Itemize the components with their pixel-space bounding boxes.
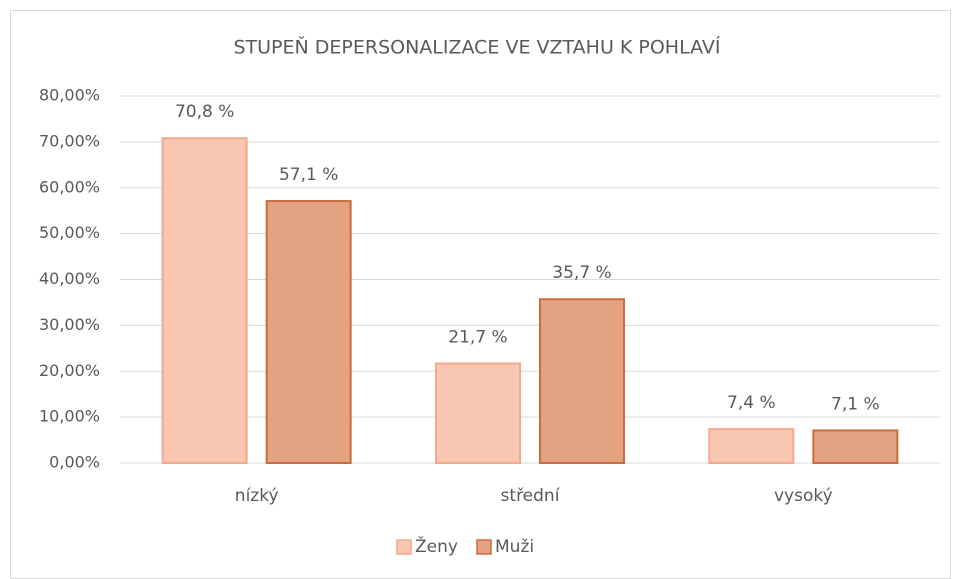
y-tick-label: 0,00% [49,453,100,472]
legend-label: Ženy [415,535,458,557]
legend-swatch [396,539,412,555]
y-tick-label: 80,00% [39,86,100,105]
bar [265,200,352,465]
y-tick-label: 60,00% [39,177,100,196]
x-tick-label: střední [501,486,561,506]
y-tick-label: 10,00% [39,407,100,426]
data-label: 21,7 % [448,327,507,347]
bar [539,298,625,464]
x-tick-label: vysoký [774,486,833,506]
legend-swatch [476,539,492,555]
data-label: 35,7 % [552,263,611,283]
y-tick-label: 40,00% [39,269,100,288]
x-tick-label: nízký [235,486,279,506]
y-tick-label: 70,00% [39,131,100,150]
data-label: 7,4 % [727,393,776,413]
y-tick-label: 50,00% [39,223,100,242]
data-label: 70,8 % [175,102,234,122]
y-tick-label: 20,00% [39,361,100,380]
data-label: 57,1 % [279,165,338,185]
bar [435,362,521,465]
bar [161,137,248,465]
legend-label: Muži [495,537,534,557]
bar [812,429,899,464]
chart-title: STUPEŇ DEPERSONALIZACE VE VZTAHU K POHLA… [233,36,720,59]
data-label: 7,1 % [831,394,880,414]
y-tick-label: 30,00% [39,315,100,334]
bar [708,428,795,464]
